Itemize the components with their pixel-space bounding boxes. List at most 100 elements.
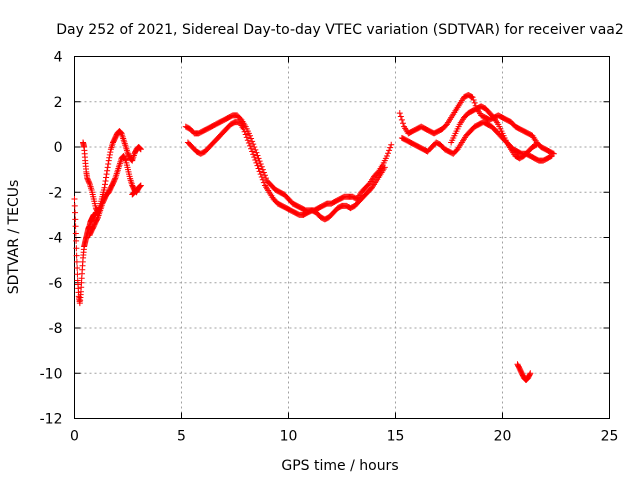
data-point xyxy=(254,152,261,159)
data-point xyxy=(253,159,260,166)
y-tick-label: -2 xyxy=(49,185,63,201)
x-tick-label: 20 xyxy=(494,429,512,445)
data-point xyxy=(548,153,555,160)
data-point xyxy=(255,155,262,162)
data-point xyxy=(243,134,250,141)
data-point xyxy=(101,184,108,191)
data-point xyxy=(251,154,258,161)
data-point xyxy=(258,163,265,170)
data-point xyxy=(103,174,110,181)
data-point xyxy=(260,179,267,186)
y-tick-label: -10 xyxy=(40,366,63,382)
x-tick-label: 15 xyxy=(387,429,405,445)
data-point xyxy=(258,173,265,180)
data-point xyxy=(106,154,113,161)
data-point xyxy=(252,146,259,153)
data-point xyxy=(385,150,392,157)
data-point xyxy=(241,128,248,135)
data-point xyxy=(242,131,249,138)
data-point xyxy=(470,97,477,104)
data-point xyxy=(102,177,109,184)
series-early-lower xyxy=(86,153,142,239)
data-point xyxy=(259,166,266,173)
data-point xyxy=(246,142,253,149)
data-point xyxy=(72,209,79,216)
data-point xyxy=(396,110,403,117)
y-tick-label: -8 xyxy=(49,321,63,337)
data-point xyxy=(261,172,268,179)
data-point xyxy=(256,158,263,165)
data-point xyxy=(244,137,251,144)
data-point xyxy=(246,132,253,139)
data-point xyxy=(533,141,540,148)
data-point xyxy=(71,202,78,209)
data-point xyxy=(250,141,257,148)
data-point xyxy=(111,176,118,183)
data-point xyxy=(468,93,475,100)
data-point xyxy=(72,230,79,237)
series-midday-arc-lower xyxy=(184,119,388,223)
data-point xyxy=(72,216,79,223)
data-point xyxy=(399,120,406,127)
data-point xyxy=(137,182,144,189)
data-point xyxy=(137,183,144,190)
series-evening-upper-band xyxy=(448,103,540,162)
data-point xyxy=(105,160,112,167)
y-tick-label: -6 xyxy=(49,276,63,292)
data-point xyxy=(253,149,260,156)
data-point xyxy=(107,149,114,156)
data-point xyxy=(260,169,267,176)
data-point xyxy=(72,223,79,230)
data-point xyxy=(249,138,256,145)
data-point xyxy=(259,176,266,183)
series-early-upper xyxy=(80,128,144,216)
axis-ticks xyxy=(74,56,610,419)
data-point xyxy=(74,271,81,278)
data-point xyxy=(388,141,395,148)
data-point xyxy=(257,171,264,178)
data-point xyxy=(547,153,554,160)
x-tick-label: 5 xyxy=(177,429,186,445)
data-point xyxy=(256,168,263,175)
y-tick-label: 2 xyxy=(54,95,63,111)
x-axis-label: GPS time / hours xyxy=(281,458,398,474)
data-point xyxy=(469,94,476,101)
data-point xyxy=(245,140,252,147)
data-point xyxy=(136,183,143,190)
data-point xyxy=(106,151,113,158)
series-midday-arc-upper xyxy=(182,112,395,214)
data-point xyxy=(73,245,80,252)
data-point xyxy=(386,147,393,154)
data-point xyxy=(398,116,405,123)
data-point xyxy=(101,181,108,188)
data-point xyxy=(74,265,81,272)
data-point xyxy=(136,145,143,152)
tick-labels: 0 5 10 15 20 25 -12 -10 -8 -6 -4 -2 0 2 4 xyxy=(40,50,619,445)
data-point xyxy=(257,160,264,167)
data-point xyxy=(250,151,257,158)
data-point xyxy=(397,113,404,120)
x-tick-label: 25 xyxy=(601,429,619,445)
chart-title: Day 252 of 2021, Sidereal Day-to-day VTE… xyxy=(56,22,624,38)
data-point xyxy=(471,99,478,106)
data-point xyxy=(263,175,270,182)
data-point xyxy=(103,171,110,178)
data-point xyxy=(104,164,111,171)
data-point xyxy=(122,156,129,163)
data-point xyxy=(248,145,255,152)
y-tick-label: 0 xyxy=(54,140,63,156)
data-point xyxy=(251,144,258,150)
data-point xyxy=(383,153,390,160)
data-point xyxy=(240,125,247,132)
series-early-dip xyxy=(71,196,99,307)
data-point xyxy=(104,167,111,174)
series-outlier-cluster xyxy=(514,361,534,384)
data-point xyxy=(526,371,533,378)
x-tick-label: 0 xyxy=(70,429,79,445)
data-point xyxy=(137,145,144,152)
data-point xyxy=(71,196,78,203)
data-point xyxy=(73,237,80,244)
data-point xyxy=(94,215,101,222)
data-marks xyxy=(71,91,557,384)
